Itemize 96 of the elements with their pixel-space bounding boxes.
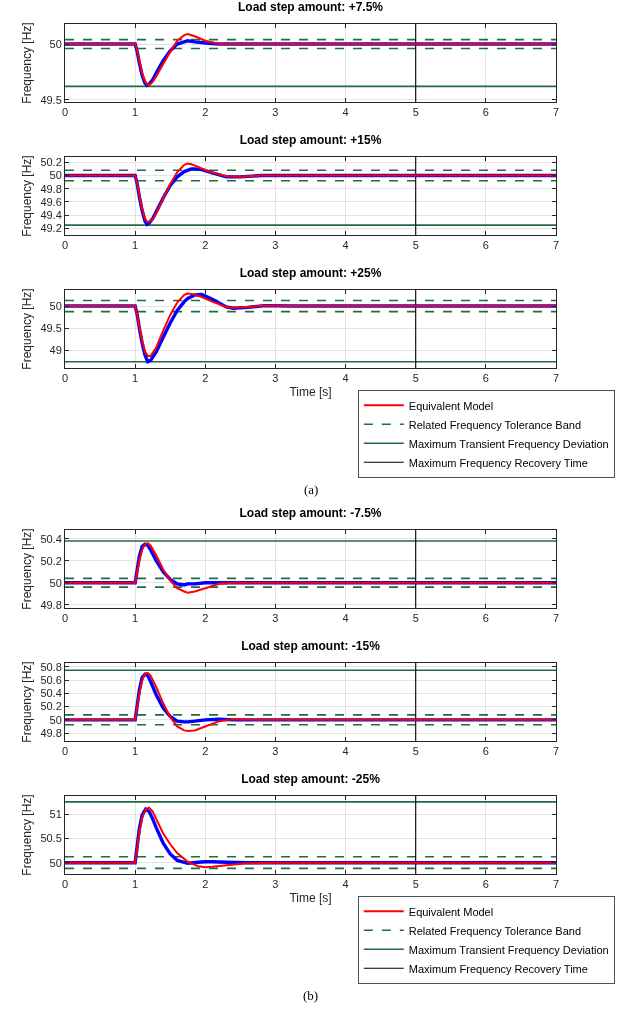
y-tick-label: 50 [49,169,62,182]
y-tick-label: 50 [49,713,62,726]
y-axis-title: Frequency [Hz] [19,528,34,610]
x-tick-label: 6 [482,745,489,758]
legend-label: Maximum Frequency Recovery Time [408,962,588,975]
x-tick-label: 1 [132,372,139,385]
y-axis-title: Frequency [Hz] [19,794,34,876]
x-tick-label: 3 [272,745,279,758]
y-tick-label: 49.2 [40,222,62,235]
legend-label: Maximum Transient Frequency Deviation [408,943,609,956]
x-tick-label: 1 [132,239,139,252]
y-tick-label: 49.8 [40,726,62,739]
chart-title: Load step amount: +25% [239,266,382,281]
y-tick-label: 50 [49,856,62,869]
y-tick-label: 50.5 [40,832,62,845]
x-tick-label: 6 [482,239,489,252]
y-tick-label: 50 [49,576,62,589]
legend-label: Equivalent Model [408,399,494,412]
x-tick-label: 0 [61,612,69,625]
y-tick-label: 50.4 [40,532,62,545]
x-tick-label: 5 [412,878,419,891]
x-tick-label: 7 [552,878,560,891]
x-tick-label: 7 [552,106,560,119]
text: (a) [304,482,319,497]
x-tick-label: 4 [342,372,349,385]
x-tick-label: 0 [61,239,69,252]
x-tick-label: 2 [202,106,209,119]
x-tick-label: 5 [412,612,419,625]
x-tick-label: 5 [412,106,419,119]
x-tick-label: 7 [552,745,560,758]
x-tick-label: 7 [552,612,560,625]
x-tick-label: 6 [482,372,489,385]
x-tick-label: 4 [342,239,349,252]
x-tick-label: 0 [61,745,69,758]
legend-label: Maximum Transient Frequency Deviation [408,437,609,450]
y-tick-label: 51 [49,807,62,820]
y-tick-label: 49.8 [40,182,62,195]
x-tick-label: 6 [482,612,489,625]
x-tick-label: 3 [272,106,279,119]
y-tick-label: 50.4 [40,687,62,700]
x-axis-title: Time [s] [289,385,332,400]
x-tick-label: 0 [61,106,69,119]
x-tick-label: 0 [61,878,69,891]
x-tick-label: 4 [342,106,349,119]
chart-title: Load step amount: -25% [241,772,381,787]
legend-label: Related Frequency Tolerance Band [408,418,582,431]
x-tick-label: 6 [482,878,489,891]
x-tick-label: 5 [412,745,419,758]
legend-label: Related Frequency Tolerance Band [408,924,582,937]
y-tick-label: 50.2 [40,156,62,169]
x-tick-label: 2 [202,239,209,252]
x-tick-label: 6 [482,106,489,119]
x-tick-label: 3 [272,878,279,891]
legend-label: Equivalent Model [408,905,494,918]
x-tick-label: 2 [202,612,209,625]
x-tick-label: 1 [132,745,139,758]
y-tick-label: 50.8 [40,660,62,673]
x-tick-label: 3 [272,239,279,252]
chart-title: Load step amount: -15% [241,639,381,654]
text: (b) [303,988,319,1003]
y-tick-label: 50.2 [40,700,62,713]
x-tick-label: 1 [132,878,139,891]
y-tick-label: 49.8 [40,598,62,611]
y-axis-title: Frequency [Hz] [19,155,34,237]
y-tick-label: 50 [49,299,62,312]
x-tick-label: 1 [132,106,139,119]
y-tick-label: 50 [49,37,62,50]
chart-title: Load step amount: +7.5% [237,0,384,15]
y-tick-label: 49.5 [40,93,62,106]
x-tick-label: 3 [272,372,279,385]
chart-title: Load step amount: -7.5% [239,506,382,521]
x-tick-label: 0 [61,372,69,385]
y-tick-label: 50.6 [40,674,62,687]
y-axis-title: Frequency [Hz] [19,22,34,104]
y-tick-label: 49 [49,344,62,357]
x-tick-label: 5 [412,372,419,385]
legend-label: Maximum Frequency Recovery Time [408,456,588,469]
x-tick-label: 2 [202,878,209,891]
y-tick-label: 49.6 [40,195,62,208]
x-tick-label: 1 [132,612,139,625]
x-tick-label: 3 [272,612,279,625]
x-tick-label: 2 [202,745,209,758]
x-tick-label: 4 [342,878,349,891]
y-axis-title: Frequency [Hz] [19,288,34,370]
y-tick-label: 50.2 [40,554,62,567]
x-tick-label: 2 [202,372,209,385]
x-tick-label: 7 [552,372,560,385]
chart-title: Load step amount: +15% [239,133,382,148]
x-tick-label: 4 [342,745,349,758]
x-tick-label: 5 [412,239,419,252]
x-axis-title: Time [s] [289,891,332,906]
x-tick-label: 4 [342,612,349,625]
x-tick-label: 7 [552,239,560,252]
y-axis-title: Frequency [Hz] [19,661,34,743]
y-tick-label: 49.5 [40,322,62,335]
y-tick-label: 49.4 [40,209,62,222]
